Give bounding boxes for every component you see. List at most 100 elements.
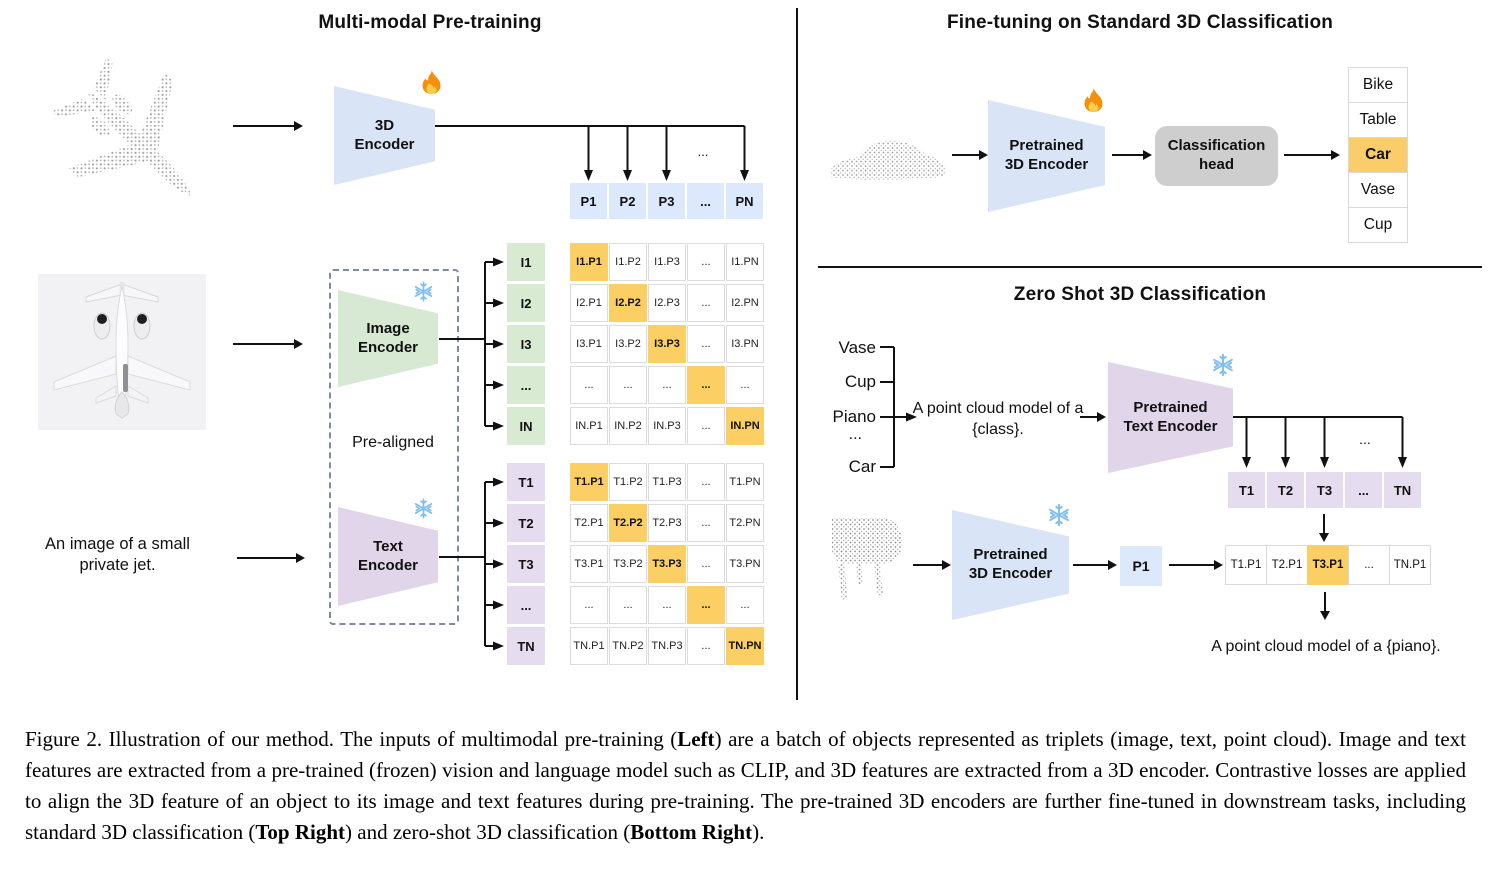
matrix-cell: T1.P3: [648, 463, 686, 501]
matrix-cell: ...: [687, 243, 725, 281]
arrow-encoder-to-head: [1112, 150, 1152, 160]
matrix-cell: I2.P3: [648, 284, 686, 322]
fire-icon: [418, 68, 445, 95]
zeroshot-3d-encoder-label: Pretrained 3D Encoder: [968, 546, 1053, 582]
zeroshot-class-cup: Cup: [844, 372, 876, 391]
zeroshot-text-encoder: Pretrained Text Encoder: [1108, 362, 1233, 473]
matrix-cell: I3.P1: [570, 325, 608, 363]
prompt-text: A point cloud model of a {class}.: [912, 400, 1084, 438]
matrix-cell: TN.P3: [648, 627, 686, 665]
class-row-predicted: Car: [1348, 137, 1408, 173]
matrix-cell: T1.PN: [726, 463, 764, 501]
t-row-ellipsis: ...: [1359, 431, 1371, 447]
matrix-cell: ...: [726, 366, 764, 404]
arrow-pointcloud-to-3d-encoder: [233, 121, 303, 131]
matrix-cell: I1.PN: [726, 243, 764, 281]
arrow-p1-to-result-row: [1169, 560, 1223, 570]
arrow-encoder-to-p1: [1073, 560, 1117, 570]
piano-point-cloud: [818, 510, 906, 608]
caption-bold-left: Left: [677, 727, 715, 751]
t-box: ...: [507, 586, 545, 624]
pre-aligned-box: [329, 269, 459, 625]
matrix-cell: I2.PN: [726, 284, 764, 322]
matrix-cell: TN.P2: [609, 627, 647, 665]
matrix-cell: T3.PN: [726, 545, 764, 583]
p-box: PN: [726, 183, 763, 219]
matrix-cell: T2.PN: [726, 504, 764, 542]
text-point-similarity-matrix: T1.P1 T1.P2 T1.P3 ... T1.PN T2.P1 T2.P2 …: [570, 463, 764, 665]
i-feature-column: I1 I2 I3 ... IN: [507, 243, 545, 445]
matrix-cell: I1.P2: [609, 243, 647, 281]
matrix-cell: ...: [570, 366, 608, 404]
matrix-cell: TN.P1: [570, 627, 608, 665]
image-point-similarity-matrix: I1.P1 I1.P2 I1.P3 ... I1.PN I2.P1 I2.P2 …: [570, 243, 764, 445]
matrix-cell: I3.P2: [609, 325, 647, 363]
figure-caption: Figure 2. Illustration of our method. Th…: [25, 724, 1466, 848]
airplane-point-cloud: [25, 46, 240, 228]
pretraining-title: Multi-modal Pre-training: [318, 12, 542, 33]
zeroshot-class-piano: Piano: [832, 407, 876, 426]
caption-segment: ).: [752, 820, 765, 844]
matrix-cell: I1.P1: [570, 243, 608, 281]
zeroshot-prediction-text: A point cloud model of a {piano}.: [1211, 638, 1441, 655]
matrix-cell: I3.P3: [648, 325, 686, 363]
matrix-cell: IN.PN: [726, 407, 764, 445]
pre-aligned-label: Pre-aligned: [352, 434, 434, 451]
image-encoder-label: Image Encoder: [357, 319, 418, 356]
zeroshot-title: Zero Shot 3D Classification: [1013, 284, 1267, 305]
caption-segment: Figure 2. Illustration of our method. Th…: [25, 727, 678, 751]
matrix-cell: T2.P2: [609, 504, 647, 542]
matrix-cell: ...: [687, 463, 725, 501]
i-box: I1: [507, 243, 545, 281]
fanout-3d-encoder-to-p: [433, 118, 751, 186]
matrix-cell: ...: [687, 504, 725, 542]
matrix-cell: ...: [687, 366, 725, 404]
t-feature-column: T1 T2 T3 ... TN: [507, 463, 545, 665]
matrix-cell: ...: [609, 366, 647, 404]
matrix-cell: T3.P3: [648, 545, 686, 583]
matrix-cell: T1.P1: [570, 463, 608, 501]
t-box: T3: [507, 545, 545, 583]
arrow-piano-to-encoder: [913, 560, 951, 570]
t-box: T1: [1228, 472, 1265, 508]
i-box: I3: [507, 325, 545, 363]
i-box: IN: [507, 407, 545, 445]
matrix-cell: IN.P1: [570, 407, 608, 445]
snowflake-icon: [1210, 352, 1236, 378]
matrix-cell: I2.P2: [609, 284, 647, 322]
snowflake-icon: [412, 280, 435, 303]
matrix-cell: T2.P1: [570, 504, 608, 542]
t-box: T3: [1306, 472, 1343, 508]
fire-icon: [1080, 86, 1107, 113]
matrix-cell: I1.P3: [648, 243, 686, 281]
matrix-cell: T3.P1: [570, 545, 608, 583]
arrow-prompt-to-text-encoder: [1080, 412, 1106, 422]
p-box: ...: [687, 183, 724, 219]
result-cell: TN.P1: [1389, 545, 1431, 585]
finetune-3d-encoder-label: Pretrained 3D Encoder: [1004, 137, 1089, 173]
zeroshot-class-vase: Vase: [838, 338, 877, 357]
arrow-car-to-encoder: [952, 150, 988, 160]
fanout-text-encoder-to-t: [437, 475, 507, 655]
p1-box: P1: [1120, 546, 1162, 586]
class-row: Table: [1348, 102, 1408, 138]
3d-encoder-label: 3D Encoder: [354, 116, 415, 153]
fanout-text-encoder-to-t-row: [1233, 409, 1411, 473]
matrix-cell: T2.P3: [648, 504, 686, 542]
arrow-text-to-text-encoder: [237, 553, 305, 563]
zeroshot-class-car: Car: [848, 457, 876, 476]
zeroshot-class-ellipsis: ...: [848, 426, 862, 443]
matrix-cell: I3.PN: [726, 325, 764, 363]
caption-segment: ) and zero-shot 3D classification (: [345, 820, 631, 844]
zeroshot-text-encoder-label: Pretrained Text Encoder: [1123, 398, 1218, 435]
classification-head-label: Classification head: [1167, 137, 1266, 173]
class-prediction-table: Bike Table Car Vase Cup: [1348, 67, 1408, 243]
matrix-cell: IN.P3: [648, 407, 686, 445]
t-box: TN: [507, 627, 545, 665]
vertical-divider: [796, 8, 798, 700]
class-row: Bike: [1348, 67, 1408, 103]
matrix-cell: ...: [648, 366, 686, 404]
fanout-image-encoder-to-i: [437, 255, 507, 435]
matrix-cell: ...: [726, 586, 764, 624]
